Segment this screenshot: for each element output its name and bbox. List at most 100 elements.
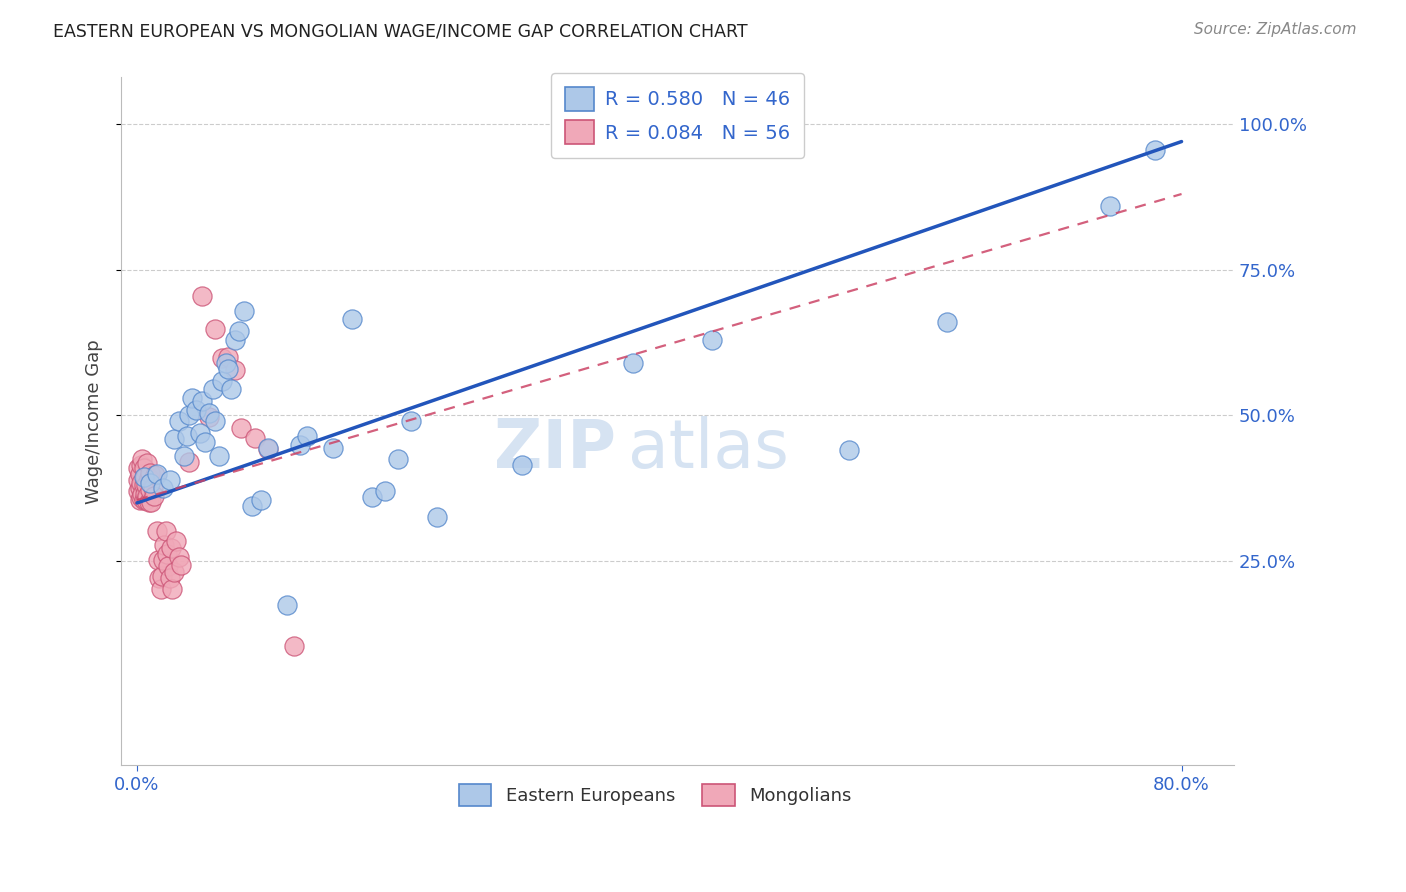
- Point: [215, 356, 238, 370]
- Point: [208, 450, 231, 464]
- Point: [361, 490, 384, 504]
- Point: [160, 541, 183, 556]
- Point: [131, 487, 153, 501]
- Point: [211, 374, 233, 388]
- Point: [162, 582, 184, 597]
- Point: [142, 481, 165, 495]
- Text: Source: ZipAtlas.com: Source: ZipAtlas.com: [1194, 22, 1357, 37]
- Point: [510, 458, 533, 472]
- Point: [136, 489, 159, 503]
- Point: [250, 493, 273, 508]
- Point: [935, 315, 957, 329]
- Point: [139, 483, 162, 497]
- Point: [217, 350, 239, 364]
- Point: [167, 414, 190, 428]
- Point: [145, 467, 167, 481]
- Point: [152, 553, 174, 567]
- Text: ZIP: ZIP: [495, 416, 616, 482]
- Point: [204, 414, 226, 428]
- Point: [127, 461, 149, 475]
- Point: [256, 442, 278, 457]
- Point: [180, 391, 202, 405]
- Point: [132, 469, 155, 483]
- Point: [131, 452, 153, 467]
- Point: [1098, 199, 1121, 213]
- Point: [179, 409, 201, 423]
- Point: [136, 456, 159, 470]
- Point: [224, 363, 246, 377]
- Point: [201, 382, 224, 396]
- Point: [211, 351, 233, 366]
- Point: [256, 441, 278, 455]
- Point: [167, 549, 190, 564]
- Point: [426, 510, 449, 524]
- Point: [159, 570, 181, 584]
- Point: [149, 582, 172, 597]
- Point: [159, 473, 181, 487]
- Point: [198, 406, 221, 420]
- Point: [156, 547, 179, 561]
- Point: [243, 431, 266, 445]
- Point: [132, 461, 155, 475]
- Point: [191, 289, 214, 303]
- Point: [184, 402, 207, 417]
- Point: [700, 333, 723, 347]
- Y-axis label: Wage/Income Gap: Wage/Income Gap: [86, 339, 103, 504]
- Point: [838, 443, 860, 458]
- Point: [129, 490, 152, 504]
- Point: [134, 469, 156, 483]
- Point: [173, 450, 195, 464]
- Point: [217, 362, 239, 376]
- Point: [138, 495, 160, 509]
- Point: [233, 303, 256, 318]
- Point: [204, 322, 226, 336]
- Point: [148, 570, 170, 584]
- Point: [283, 639, 305, 653]
- Point: [219, 382, 242, 396]
- Point: [152, 481, 174, 495]
- Point: [141, 495, 163, 509]
- Point: [128, 467, 150, 481]
- Point: [132, 478, 155, 492]
- Point: [157, 558, 180, 573]
- Point: [194, 434, 217, 449]
- Text: EASTERN EUROPEAN VS MONGOLIAN WAGE/INCOME GAP CORRELATION CHART: EASTERN EUROPEAN VS MONGOLIAN WAGE/INCOM…: [53, 22, 748, 40]
- Point: [129, 475, 152, 490]
- Point: [145, 524, 167, 538]
- Point: [153, 538, 176, 552]
- Point: [135, 493, 157, 508]
- Point: [162, 432, 184, 446]
- Point: [128, 481, 150, 495]
- Point: [128, 493, 150, 508]
- Point: [139, 466, 162, 480]
- Text: atlas: atlas: [627, 416, 789, 482]
- Point: [143, 467, 166, 482]
- Point: [170, 558, 193, 572]
- Point: [191, 393, 214, 408]
- Point: [143, 489, 166, 503]
- Point: [146, 553, 169, 567]
- Point: [621, 356, 644, 370]
- Point: [387, 452, 409, 467]
- Point: [198, 409, 221, 424]
- Point: [399, 414, 422, 428]
- Point: [290, 437, 312, 451]
- Point: [231, 421, 253, 435]
- Point: [228, 324, 250, 338]
- Point: [188, 425, 211, 440]
- Legend: Eastern Europeans, Mongolians: Eastern Europeans, Mongolians: [450, 774, 860, 814]
- Point: [374, 484, 396, 499]
- Point: [240, 499, 263, 513]
- Point: [135, 478, 157, 492]
- Point: [162, 565, 184, 579]
- Point: [127, 484, 149, 499]
- Point: [134, 487, 156, 501]
- Point: [150, 569, 173, 583]
- Point: [322, 441, 344, 455]
- Point: [155, 524, 177, 538]
- Point: [295, 429, 318, 443]
- Point: [138, 471, 160, 485]
- Point: [165, 533, 187, 548]
- Point: [342, 312, 364, 326]
- Point: [276, 598, 298, 612]
